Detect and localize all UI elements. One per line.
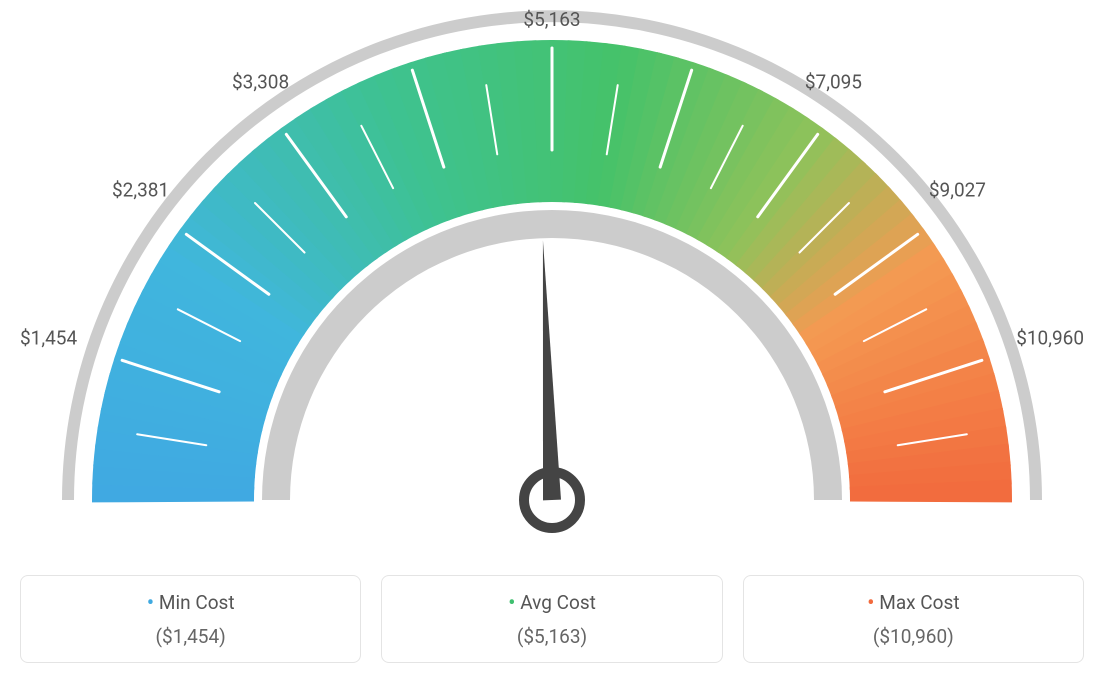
avg-cost-title: • Avg Cost	[392, 590, 711, 615]
bullet-icon: •	[147, 591, 154, 616]
bullet-icon: •	[867, 591, 874, 616]
gauge-tick-label: $9,027	[929, 179, 986, 202]
gauge-tick-label: $2,381	[112, 179, 169, 202]
avg-cost-card: • Avg Cost ($5,163)	[381, 575, 722, 663]
bullet-icon: •	[508, 591, 515, 616]
gauge-tick-label: $1,454	[20, 327, 77, 350]
max-cost-card: • Max Cost ($10,960)	[743, 575, 1084, 663]
min-cost-card: • Min Cost ($1,454)	[20, 575, 361, 663]
min-cost-value: ($1,454)	[31, 625, 350, 648]
avg-cost-value: ($5,163)	[392, 625, 711, 648]
max-cost-title: • Max Cost	[754, 590, 1073, 615]
gauge-tick-label: $7,095	[805, 71, 862, 94]
gauge-svg	[0, 0, 1104, 560]
gauge-tick-label: $5,163	[523, 8, 580, 31]
cost-gauge-widget: { "gauge": { "type": "gauge", "center_x"…	[0, 0, 1104, 690]
max-cost-value: ($10,960)	[754, 625, 1073, 648]
min-cost-label: Min Cost	[159, 591, 235, 614]
gauge-tick-label: $10,960	[1016, 327, 1084, 350]
avg-cost-label: Avg Cost	[520, 591, 596, 614]
gauge-tick-label: $3,308	[232, 71, 289, 94]
min-cost-title: • Min Cost	[31, 590, 350, 615]
max-cost-label: Max Cost	[879, 591, 959, 614]
gauge-area: $1,454 $2,381 $3,308 $5,163 $7,095 $9,027 $10,…	[0, 0, 1104, 560]
cost-cards-row: • Min Cost ($1,454) • Avg Cost ($5,163) …	[20, 575, 1084, 663]
